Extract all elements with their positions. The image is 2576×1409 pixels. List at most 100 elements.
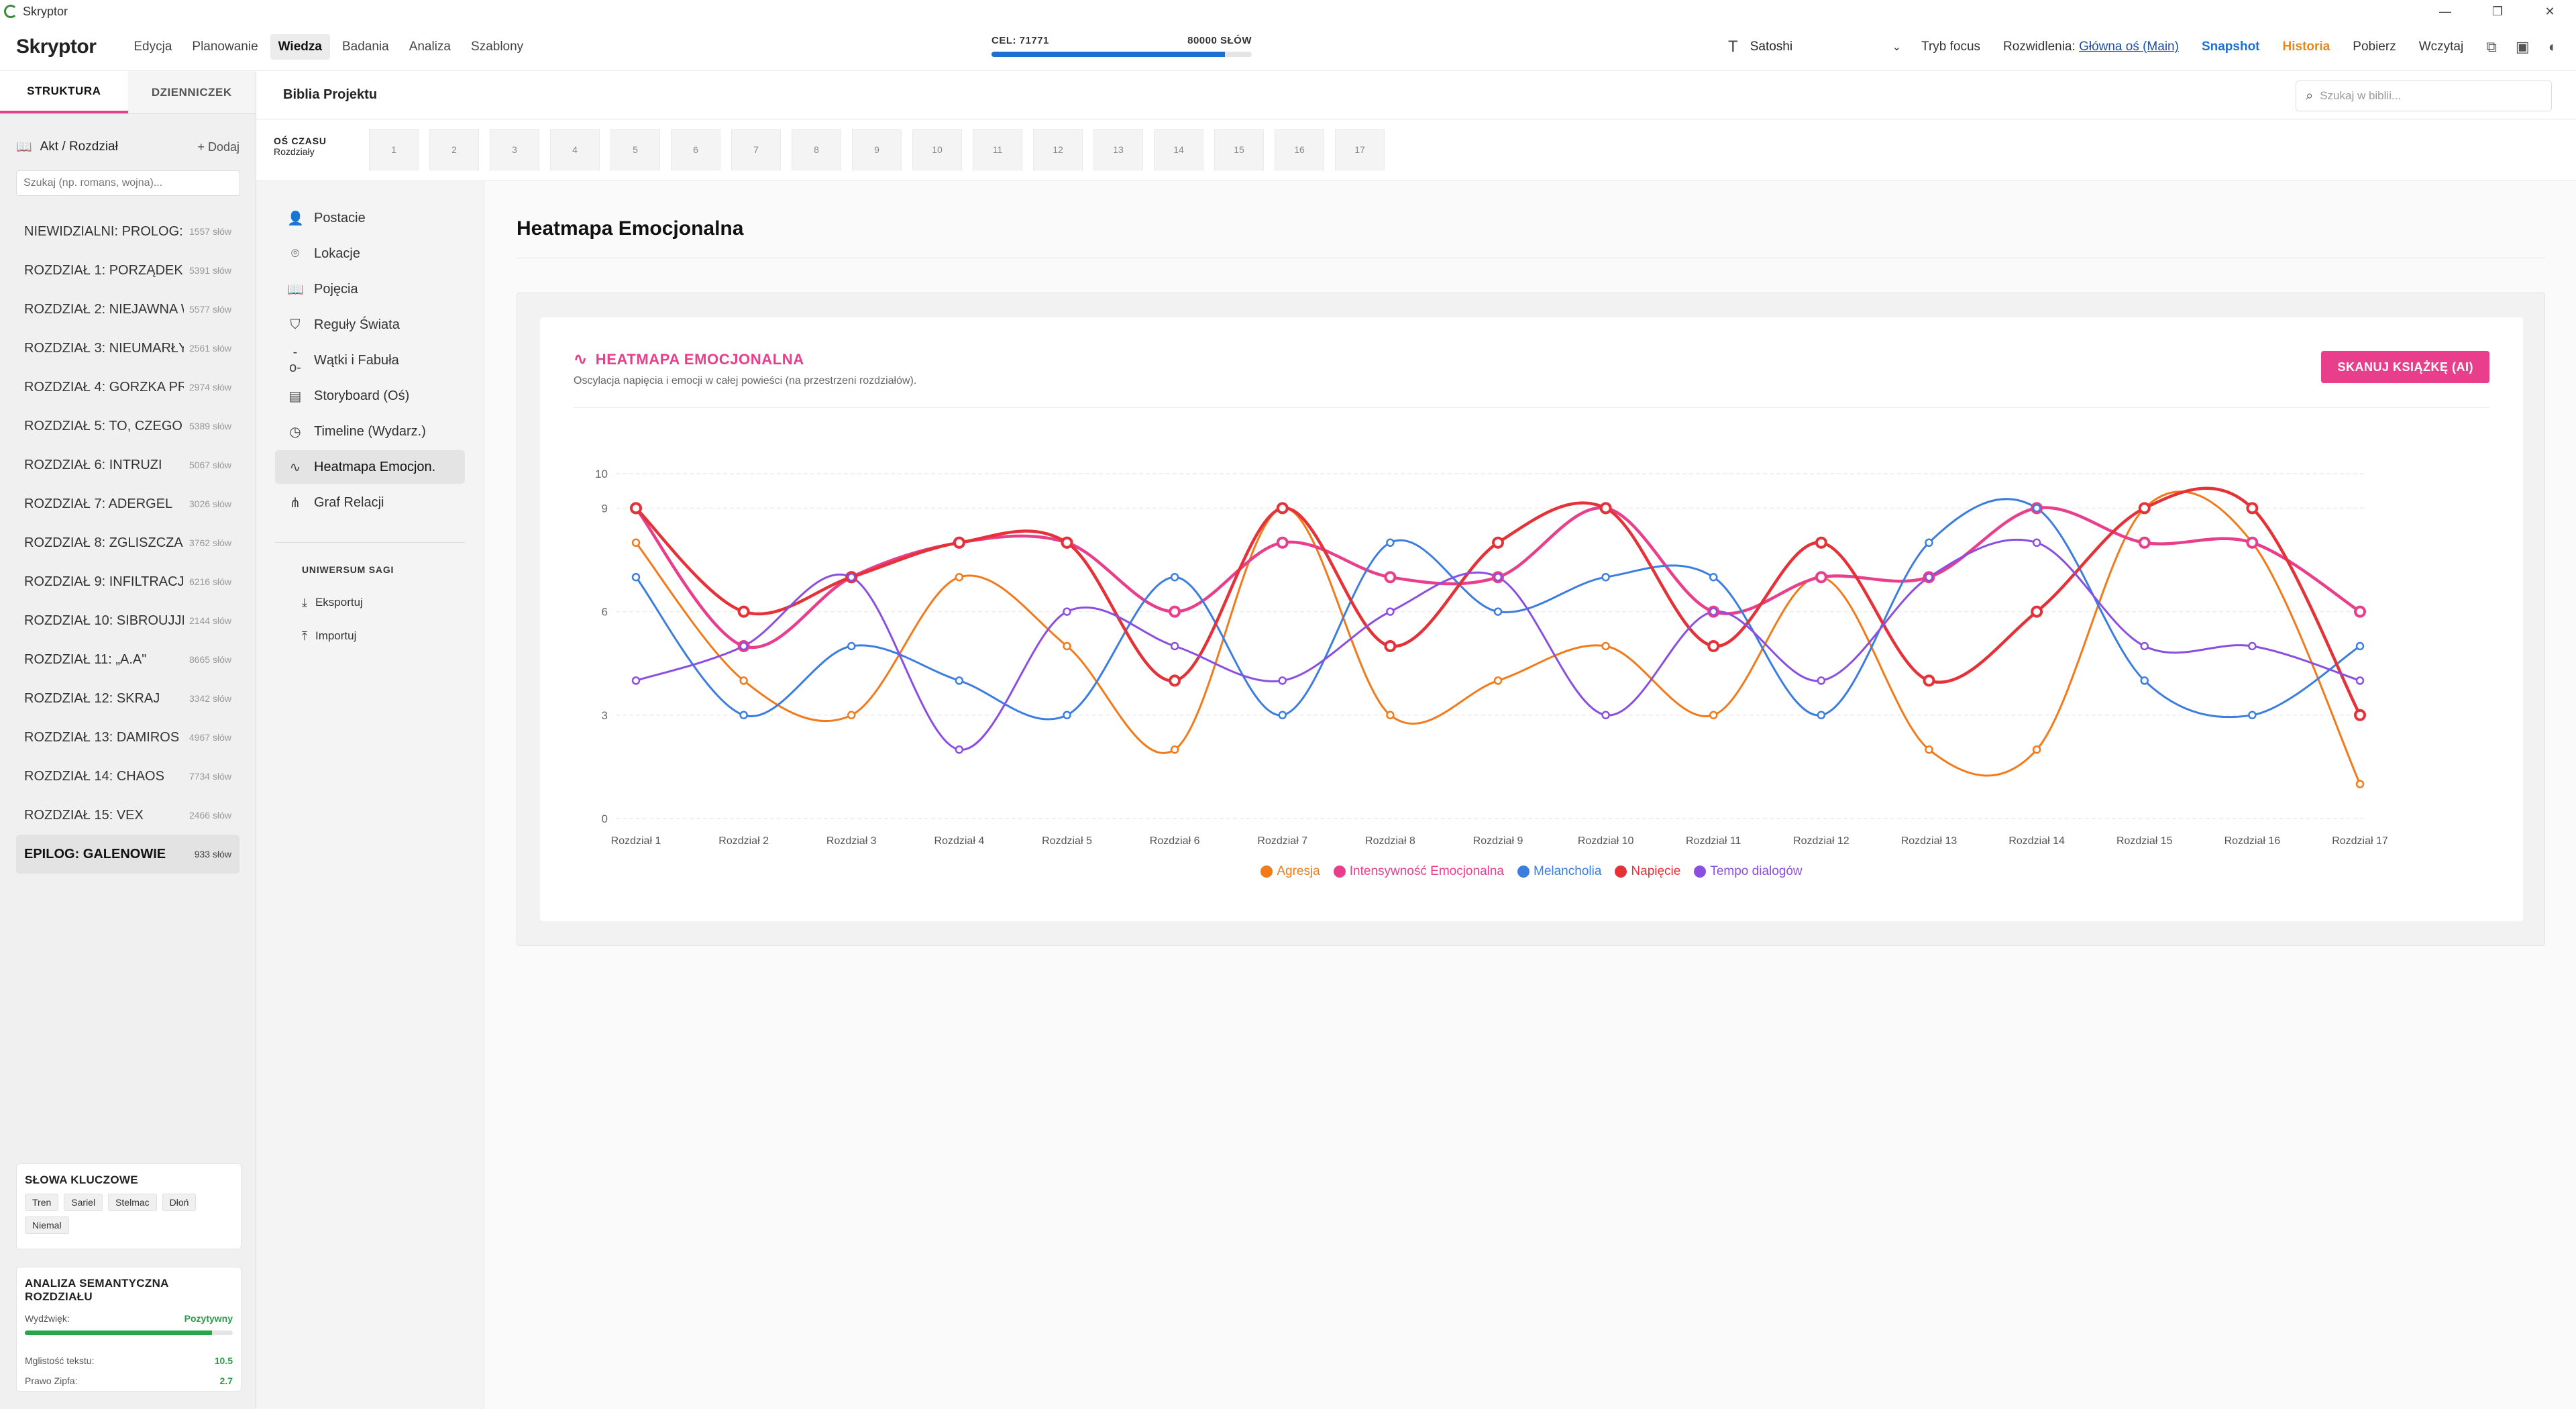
bible-search-input[interactable]: ⌕ Szukaj w biblii...	[2296, 81, 2552, 111]
scan-book-button[interactable]: SKANUJ KSIĄŻKĘ (AI)	[2321, 351, 2489, 383]
keyword-tag[interactable]: Dłoń	[162, 1194, 197, 1211]
tab-structure[interactable]: STRUKTURA	[0, 71, 128, 113]
legend-label: Napięcie	[1631, 864, 1681, 878]
chapter-item[interactable]: ROZDZIAŁ 8: ZGLISZCZA 3762 słów	[16, 523, 239, 562]
chapter-item[interactable]: ROZDZIAŁ 14: CHAOS 7734 słów	[16, 757, 239, 796]
menu-item-4[interactable]: Analiza	[409, 39, 451, 54]
bible-nav-item[interactable]: ◷ Timeline (Wydarz.)	[275, 415, 465, 448]
legend-item[interactable]: Napięcie	[1615, 864, 1680, 879]
bible-nav-item[interactable]: -o- Wątki i Fabuła	[275, 344, 465, 377]
menu-item-3[interactable]: Badania	[341, 39, 389, 54]
export-button[interactable]: ⤓ Eksportuj	[302, 586, 484, 619]
timeline-chapter-box[interactable]: 6	[671, 129, 720, 170]
menu-item-5[interactable]: Szablony	[471, 39, 524, 54]
x-tick-label: Rozdział 1	[611, 835, 661, 847]
data-point	[1601, 711, 1610, 720]
timeline-chapter-box[interactable]: 10	[912, 129, 962, 170]
keyword-tag[interactable]: Sariel	[64, 1194, 103, 1211]
font-selector[interactable]: T Satoshi ⌄	[1728, 38, 1901, 56]
load-button[interactable]: Wczytaj	[2418, 40, 2464, 54]
data-point	[2138, 502, 2151, 515]
window-titlebar: Skryptor — ❐ ✕	[0, 0, 2576, 23]
add-chapter-button[interactable]: + Dodaj	[197, 140, 239, 154]
menu-item-0[interactable]: Edycja	[133, 39, 172, 54]
chapter-search-input[interactable]	[16, 170, 240, 196]
save-icon[interactable]: ▣	[2515, 38, 2530, 55]
timeline-chapter-box[interactable]: 13	[1093, 129, 1143, 170]
timeline-chapter-box[interactable]: 17	[1335, 129, 1385, 170]
data-point	[2354, 709, 2366, 721]
data-point	[1063, 711, 1071, 720]
bible-nav-item[interactable]: ▤ Storyboard (Oś)	[275, 379, 465, 413]
bible-nav-item[interactable]: 📖 Pojęcia	[275, 272, 465, 306]
minimize-icon[interactable]: —	[2439, 4, 2451, 18]
branch-value[interactable]: Główna oś (Main)	[2079, 40, 2179, 54]
legend-item[interactable]: Intensywność Emocjonalna	[1333, 864, 1504, 879]
timeline-chapter-box[interactable]: 12	[1033, 129, 1083, 170]
bible-nav-item[interactable]: 👤 Postacie	[275, 201, 465, 235]
timeline-chapter-box[interactable]: 11	[973, 129, 1022, 170]
timeline-chapter-box[interactable]: 9	[852, 129, 902, 170]
restore-icon[interactable]: ❐	[2491, 4, 2504, 18]
y-tick-label: 0	[602, 813, 608, 825]
timeline-chapter-box[interactable]: 2	[429, 129, 479, 170]
data-point	[2138, 536, 2151, 549]
focus-mode-button[interactable]: Tryb focus	[1921, 40, 1981, 54]
timeline-chapter-box[interactable]: 3	[490, 129, 539, 170]
snapshot-button[interactable]: Snapshot	[2201, 40, 2260, 54]
timeline-chapter-box[interactable]: 15	[1214, 129, 1264, 170]
bible-nav-item[interactable]: ∿ Heatmapa Emocjon.	[275, 450, 465, 484]
legend-label: Agresja	[1277, 864, 1320, 878]
menubar: Skryptor Edycja Planowanie Wiedza Badania An…	[0, 23, 2576, 71]
chapter-item[interactable]: ROZDZIAŁ 12: SKRAJ 3342 słów	[16, 679, 239, 718]
chapter-item[interactable]: EPILOG: GALENOWIE 933 słów	[16, 835, 239, 874]
bible-nav-item[interactable]: ⋔ Graf Relacji	[275, 486, 465, 519]
theme-icon[interactable]: ◐	[2548, 38, 2557, 55]
chapter-item[interactable]: ROZDZIAŁ 13: DAMIROS 4967 słów	[16, 718, 239, 757]
timeline-chapter-box[interactable]: 8	[792, 129, 841, 170]
chapter-item[interactable]: NIEWIDZIALNI: PROLOG: S 1557 słów	[16, 212, 239, 251]
x-tick-label: Rozdział 16	[2224, 835, 2281, 847]
timeline-chapter-box[interactable]: 4	[550, 129, 600, 170]
timeline-chapter-box[interactable]: 14	[1154, 129, 1203, 170]
legend-item[interactable]: Tempo dialogów	[1694, 864, 1803, 879]
chapter-item[interactable]: ROZDZIAŁ 1: PORZĄDEK 5391 słów	[16, 251, 239, 290]
keywords-title: SŁOWA KLUCZOWE	[25, 1173, 138, 1186]
timeline-chapter-box[interactable]: 7	[731, 129, 781, 170]
timeline-chapter-box[interactable]: 5	[610, 129, 660, 170]
bible-nav-item[interactable]: ⌾ Lokacje	[275, 237, 465, 270]
timeline-strip: OŚ CZASU Rozdziały 1 2 3 4 5 6 7 8 9 10 11 12 13 14 15…	[256, 119, 2576, 181]
chapter-item[interactable]: ROZDZIAŁ 9: INFILTRACJA 6216 słów	[16, 562, 239, 601]
chapter-item[interactable]: ROZDZIAŁ 5: TO, CZEGO I 5389 słów	[16, 407, 239, 446]
chapter-item[interactable]: ROZDZIAŁ 6: INTRUZI 5067 słów	[16, 446, 239, 484]
timeline-chapter-box[interactable]: 16	[1275, 129, 1324, 170]
font-icon: T	[1728, 38, 1738, 56]
keyword-tag[interactable]: Stelmac	[108, 1194, 157, 1211]
goal-progress-track	[991, 52, 1252, 57]
legend-item[interactable]: Agresja	[1260, 864, 1320, 879]
branch-selector[interactable]: Rozwidlenia: Główna oś (Main)	[2003, 40, 2179, 54]
menu-item-2[interactable]: Wiedza	[270, 34, 330, 60]
chapter-item[interactable]: ROZDZIAŁ 3: NIEUMARŁY 2561 słów	[16, 329, 239, 368]
tab-journal[interactable]: DZIENNICZEK	[151, 85, 232, 99]
keyword-tag[interactable]: Niemal	[25, 1216, 69, 1234]
history-button[interactable]: Historia	[2282, 40, 2330, 54]
share-icon[interactable]: ⧉	[2486, 38, 2497, 55]
close-icon[interactable]: ✕	[2544, 4, 2555, 18]
chapter-item[interactable]: ROZDZIAŁ 2: NIEJAWNA W 5577 słów	[16, 290, 239, 329]
chapter-item[interactable]: ROZDZIAŁ 15: VEX 2466 słów	[16, 796, 239, 835]
legend-item[interactable]: Melancholia	[1517, 864, 1601, 879]
chapter-item[interactable]: ROZDZIAŁ 7: ADERGEL 3026 słów	[16, 484, 239, 523]
bible-nav-label: Postacie	[314, 210, 366, 225]
chapter-item[interactable]: ROZDZIAŁ 11: „A.A" 8665 słów	[16, 640, 239, 679]
timeline-chapter-box[interactable]: 1	[369, 129, 419, 170]
keyword-tag[interactable]: Tren	[25, 1194, 59, 1211]
bible-nav-item[interactable]: ⛉ Reguły Świata	[275, 308, 465, 342]
chapter-item[interactable]: ROZDZIAŁ 4: GORZKA PRA 2974 słów	[16, 368, 239, 407]
data-point	[847, 641, 856, 651]
download-button[interactable]: Pobierz	[2353, 40, 2396, 54]
book-icon: 📖	[287, 282, 304, 297]
import-button[interactable]: ⤒ Importuj	[302, 619, 484, 653]
chapter-item[interactable]: ROZDZIAŁ 10: SIBROUJJI 2144 słów	[16, 601, 239, 640]
menu-item-1[interactable]: Planowanie	[192, 39, 258, 54]
